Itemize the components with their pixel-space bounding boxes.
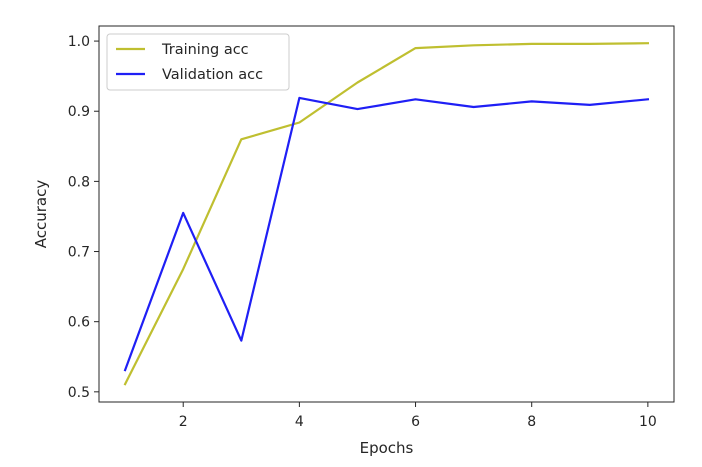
- y-tick-label: 0.8: [68, 174, 90, 190]
- y-tick-label: 0.5: [68, 385, 90, 401]
- series-line-1: [123, 96, 650, 372]
- plot-frame: [98, 25, 675, 403]
- legend-label: Validation acc: [162, 67, 263, 83]
- x-tick-label: 6: [411, 414, 420, 430]
- y-axis-title: Accuracy: [32, 180, 50, 249]
- y-tick-label: 1.0: [68, 34, 90, 50]
- x-tick-label: 2: [179, 414, 188, 430]
- y-tick-label: 0.6: [68, 315, 90, 331]
- x-axis: 2 4 6 8 10: [179, 402, 657, 430]
- x-axis-title: Epochs: [360, 439, 414, 457]
- legend-box: [106, 33, 290, 91]
- y-tick-label: 0.7: [68, 245, 90, 261]
- y-tick-label: 0.9: [68, 104, 90, 120]
- x-tick-label: 8: [527, 414, 536, 430]
- y-axis: 0.5 0.6 0.7 0.8 0.9 1.0: [68, 34, 99, 401]
- series-lines: [123, 42, 650, 386]
- series-line-0: [123, 42, 650, 386]
- x-tick-label: 10: [639, 414, 657, 430]
- x-tick-label: 4: [295, 414, 304, 430]
- legend: Training acc Validation acc: [106, 33, 290, 91]
- legend-label: Training acc: [161, 42, 249, 58]
